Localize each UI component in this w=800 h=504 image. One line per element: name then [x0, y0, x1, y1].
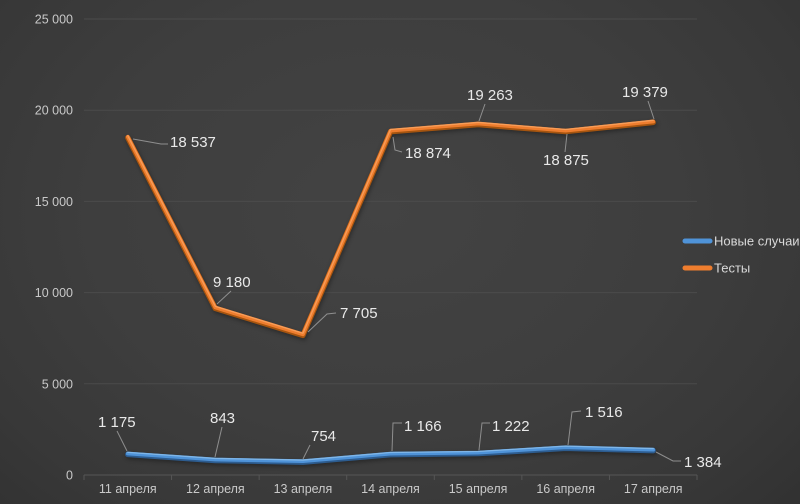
leader-line	[478, 422, 490, 451]
x-axis-label: 17 апреля	[624, 482, 683, 496]
leader-line	[478, 103, 486, 122]
y-axis-tick-label: 5 000	[42, 377, 73, 391]
leader-line	[216, 290, 232, 305]
leader-line	[214, 426, 223, 458]
data-label-tests: 7 705	[340, 305, 378, 322]
x-axis-label: 11 апреля	[99, 482, 157, 496]
leader-line	[567, 410, 582, 446]
legend-item-new-cases: Новые случаи	[682, 234, 800, 249]
x-axis-label: 16 апреля	[536, 482, 595, 496]
leader-line	[307, 312, 337, 333]
y-axis-tick-label: 20 000	[35, 104, 73, 118]
data-label-tests: 19 263	[467, 87, 513, 104]
leader-line	[647, 100, 655, 120]
leader-line	[392, 136, 403, 153]
data-label-new-cases: 1 384	[684, 454, 722, 471]
data-label-tests: 9 180	[213, 274, 251, 291]
series-stroke-highlight	[127, 119, 654, 334]
data-label-tests: 19 379	[622, 84, 668, 101]
y-axis-tick-label: 15 000	[35, 195, 73, 209]
data-label-new-cases: 754	[311, 428, 336, 445]
data-label-new-cases: 843	[210, 410, 235, 427]
data-label-tests: 18 874	[405, 145, 451, 162]
series-tests-line	[125, 119, 656, 339]
x-axis-label: 12 апреля	[186, 482, 245, 496]
legend-label-tests: Тесты	[714, 261, 750, 276]
series-stroke-main	[125, 445, 656, 464]
data-label-tests: 18 537	[170, 134, 216, 151]
data-label-new-cases: 1 175	[98, 414, 136, 431]
x-axis-label: 13 апреля	[274, 482, 333, 496]
legend-label-new-cases: Новые случаи	[714, 234, 800, 249]
leader-line	[302, 444, 311, 460]
x-axis-label: 14 апреля	[361, 482, 420, 496]
data-label-tests: 18 875	[543, 152, 589, 169]
legend-item-tests: Тесты	[682, 261, 750, 276]
series-new-cases-line	[125, 445, 656, 465]
y-axis-tick-label: 10 000	[35, 286, 73, 300]
series-stroke-highlight	[127, 445, 654, 461]
data-label-new-cases: 1 222	[492, 418, 530, 435]
x-axis-label: 15 апреля	[449, 482, 508, 496]
leader-line	[132, 138, 168, 145]
data-label-new-cases: 1 166	[404, 418, 442, 435]
legend: Новые случаи Тесты	[682, 234, 800, 276]
y-axis-tick-label: 0	[66, 469, 73, 483]
leader-line	[655, 451, 681, 462]
data-label-new-cases: 1 516	[585, 404, 623, 421]
leader-line	[116, 430, 128, 452]
leader-line	[564, 133, 568, 153]
y-axis-tick-label: 25 000	[35, 13, 73, 27]
leader-line	[391, 422, 402, 452]
